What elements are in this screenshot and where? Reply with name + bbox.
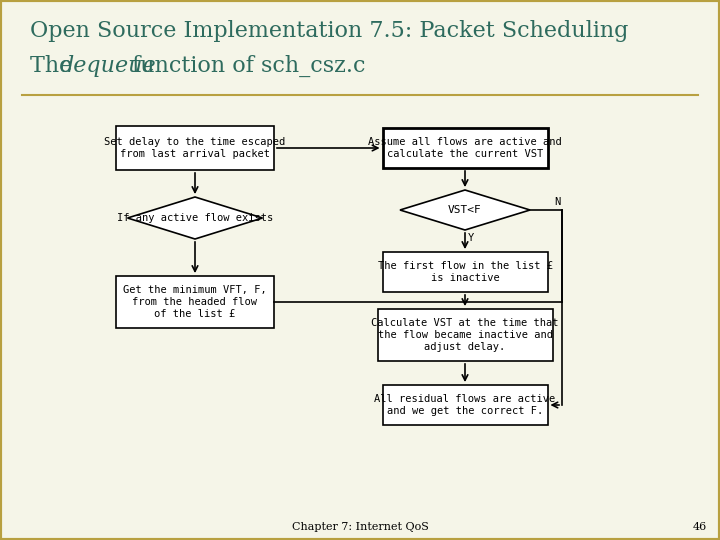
Text: The: The xyxy=(30,55,79,77)
Text: Calculate VST at the time that
the flow became inactive and
adjust delay.: Calculate VST at the time that the flow … xyxy=(372,319,559,352)
Text: N: N xyxy=(554,197,560,207)
FancyBboxPatch shape xyxy=(382,128,547,168)
Text: dequeue: dequeue xyxy=(60,55,157,77)
Text: Open Source Implementation 7.5: Packet Scheduling: Open Source Implementation 7.5: Packet S… xyxy=(30,20,629,42)
FancyBboxPatch shape xyxy=(382,252,547,292)
Text: VST<F: VST<F xyxy=(448,205,482,215)
Text: function of sch_csz.c: function of sch_csz.c xyxy=(125,55,366,77)
Text: All residual flows are active
and we get the correct F.: All residual flows are active and we get… xyxy=(374,394,556,416)
Text: 46: 46 xyxy=(693,522,707,532)
Text: The first flow in the list £
is inactive: The first flow in the list £ is inactive xyxy=(377,261,552,283)
Text: Chapter 7: Internet QoS: Chapter 7: Internet QoS xyxy=(292,522,428,532)
FancyBboxPatch shape xyxy=(116,276,274,328)
Polygon shape xyxy=(127,197,263,239)
FancyBboxPatch shape xyxy=(116,126,274,170)
Text: Y: Y xyxy=(468,233,474,243)
Text: Get the minimum VFT, F,
from the headed flow
of the list £: Get the minimum VFT, F, from the headed … xyxy=(123,286,267,319)
Text: Assume all flows are active and
calculate the current VST: Assume all flows are active and calculat… xyxy=(368,137,562,159)
Text: If any active flow exists: If any active flow exists xyxy=(117,213,273,223)
FancyBboxPatch shape xyxy=(382,385,547,425)
Polygon shape xyxy=(400,190,530,230)
Text: Set delay to the time escaped
from last arrival packet: Set delay to the time escaped from last … xyxy=(104,137,286,159)
FancyBboxPatch shape xyxy=(377,309,552,361)
